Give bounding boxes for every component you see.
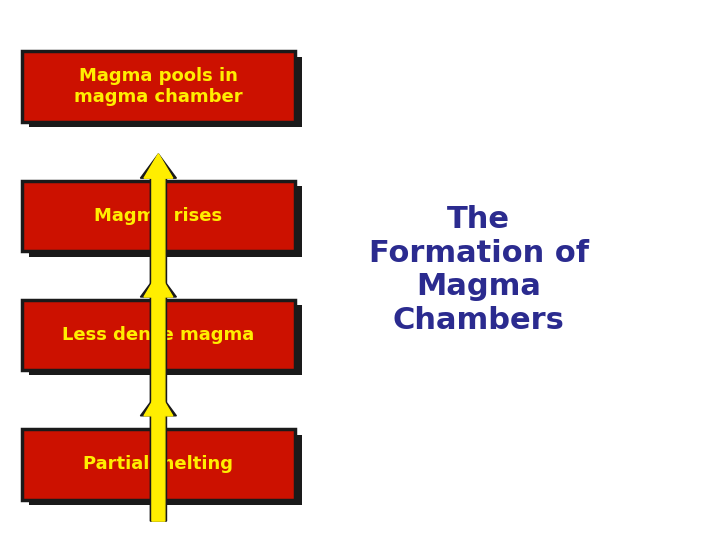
Polygon shape [144,392,173,521]
FancyBboxPatch shape [29,186,302,256]
Text: Partial melting: Partial melting [84,455,233,474]
Polygon shape [140,392,176,521]
FancyBboxPatch shape [22,300,295,370]
Text: Less dense magma: Less dense magma [62,326,255,344]
FancyBboxPatch shape [22,429,295,500]
Polygon shape [144,273,173,402]
FancyBboxPatch shape [22,51,295,122]
FancyBboxPatch shape [22,181,295,251]
Text: Magma rises: Magma rises [94,207,222,225]
Polygon shape [144,154,173,284]
Text: The
Formation of
Magma
Chambers: The Formation of Magma Chambers [369,205,589,335]
Text: Magma pools in
magma chamber: Magma pools in magma chamber [74,67,243,106]
FancyBboxPatch shape [29,305,302,375]
FancyBboxPatch shape [29,435,302,505]
FancyBboxPatch shape [29,57,302,127]
Polygon shape [140,273,176,402]
Polygon shape [140,154,176,284]
